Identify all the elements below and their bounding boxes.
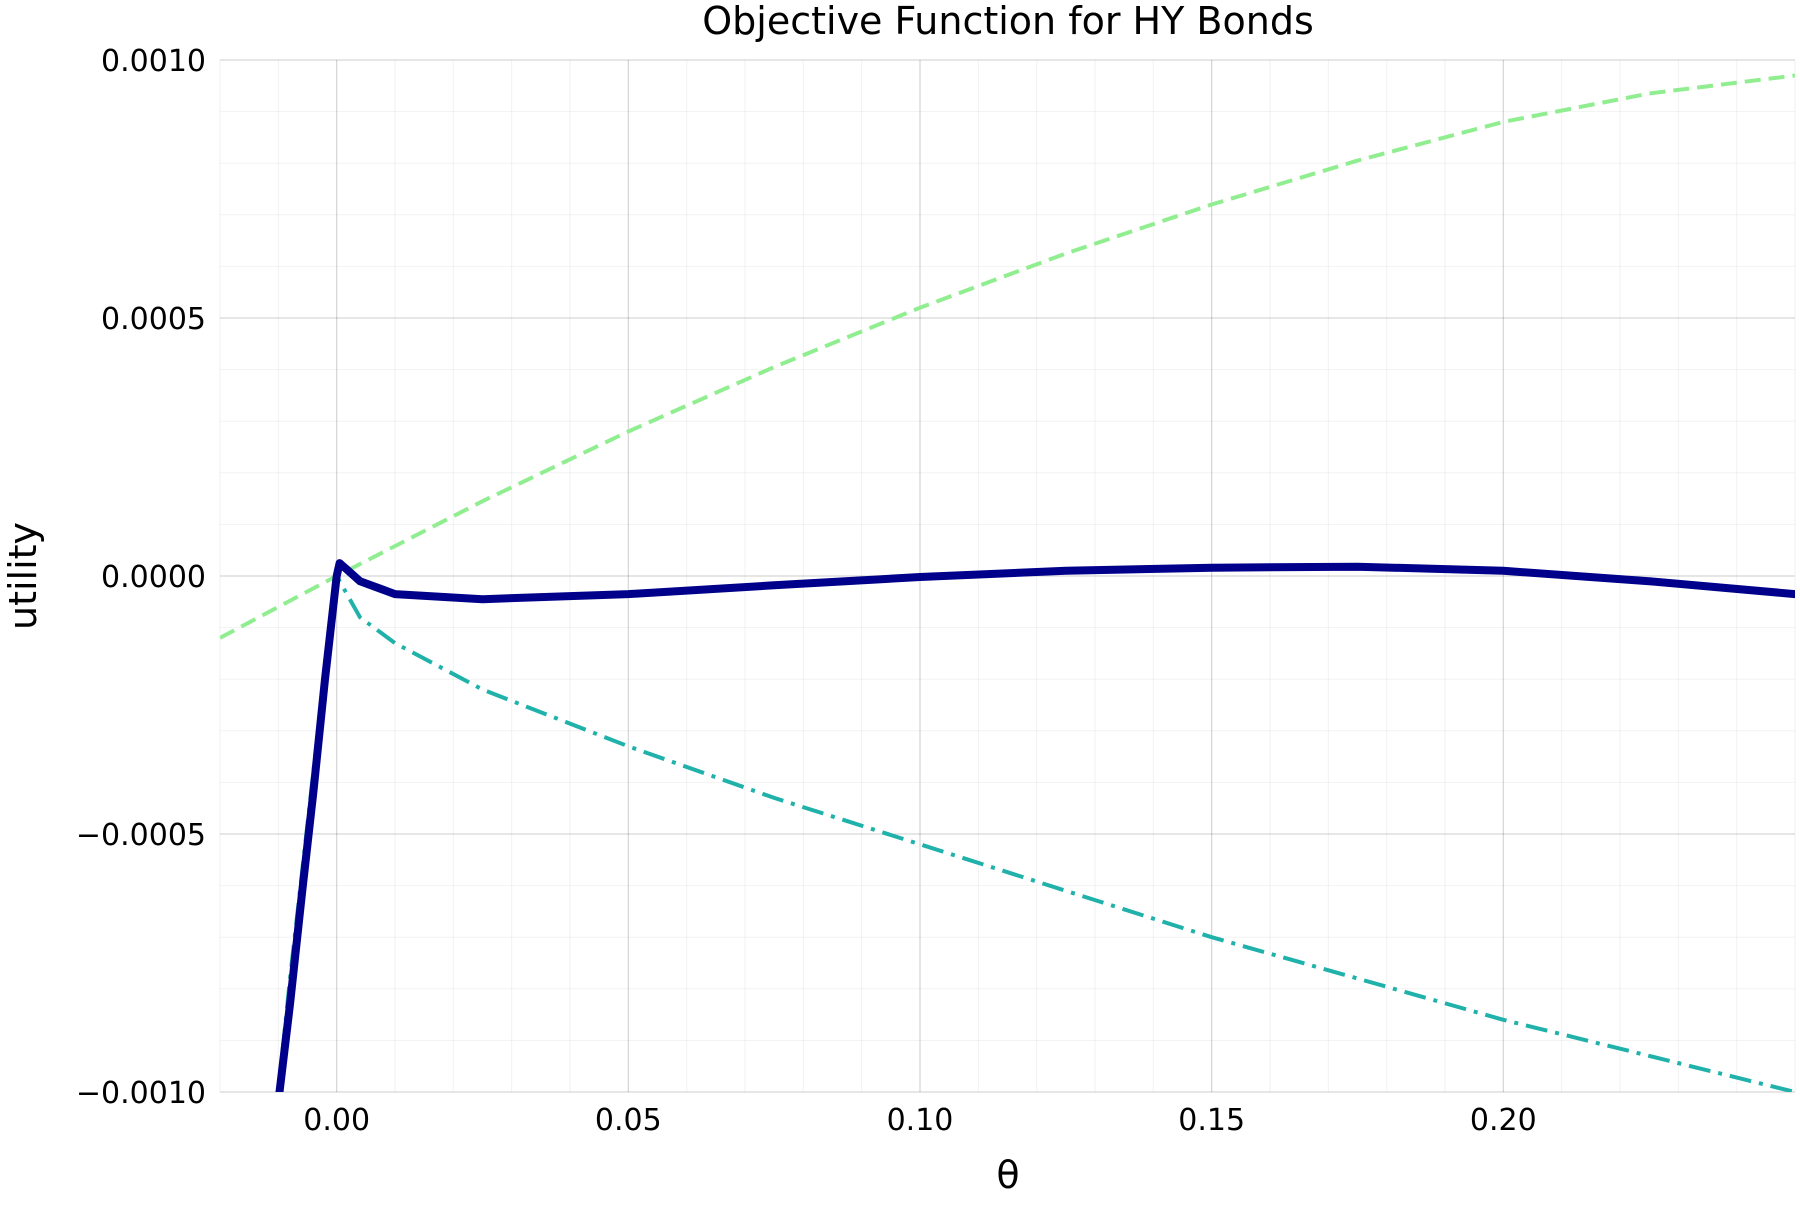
y-tick-label: 0.0010 <box>101 44 206 79</box>
series-line-3 <box>275 559 1795 1092</box>
series-line-1 <box>220 73 1795 640</box>
y-tick-label: 0.0005 <box>101 302 206 337</box>
x-tick-label: 0.15 <box>1178 1103 1245 1138</box>
y-tick-label: −0.0005 <box>76 818 206 853</box>
x-tick-label: 0.10 <box>887 1103 954 1138</box>
x-tick-label: 0.20 <box>1470 1103 1537 1138</box>
x-tick-label: 0.00 <box>303 1103 370 1138</box>
x-axis-title: θ <box>996 1153 1019 1197</box>
series-lines <box>220 73 1795 1092</box>
tick-labels: 0.00 0.05 0.10 0.15 0.20 −0.0010 −0.0005 0.0000… <box>76 44 1537 1138</box>
y-axis-title: utility <box>1 522 45 630</box>
x-tick-label: 0.05 <box>595 1103 662 1138</box>
y-tick-label: 0.0000 <box>101 560 206 595</box>
y-tick-label: −0.0010 <box>76 1076 206 1111</box>
chart-title: Objective Function for HY Bonds <box>702 0 1314 43</box>
